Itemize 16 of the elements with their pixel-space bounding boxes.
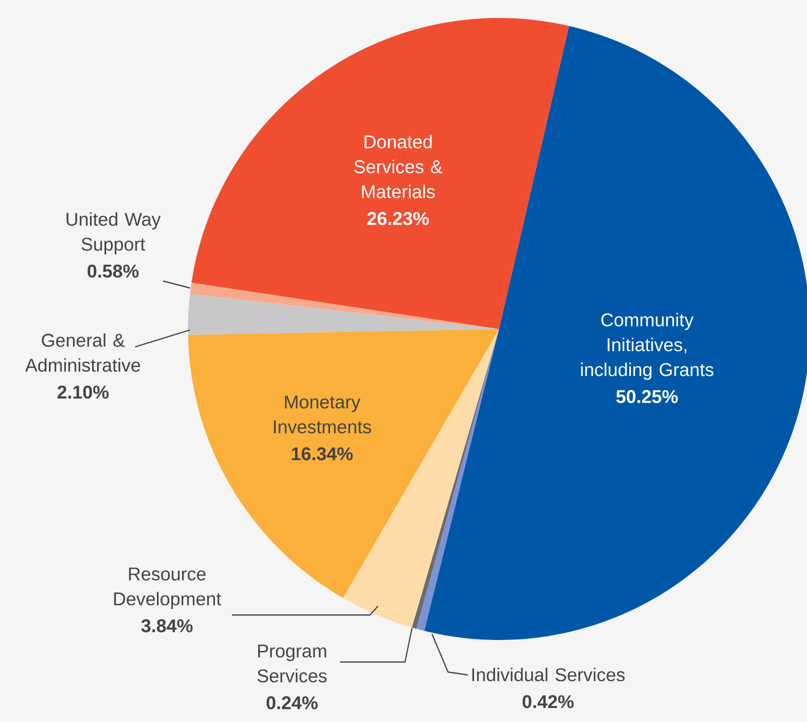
data-label: 2.10%: [58, 386, 109, 399]
slice-label: Resource Development: [114, 568, 222, 610]
data-label: 16.34%: [292, 447, 353, 460]
data-label: 0.24%: [266, 696, 318, 710]
data-label: 50.25%: [616, 390, 678, 404]
slice-label: General & Administrative: [25, 333, 140, 372]
slice-label: Community Initiatives, including Grants: [581, 312, 714, 380]
slice-label: Monetary Investments: [274, 396, 372, 434]
data-label: 0.58%: [88, 264, 139, 278]
slice-label: Individual Services: [472, 668, 625, 682]
slice-label: Program Services: [258, 644, 327, 682]
slice-label: Donated Services & Materials: [354, 134, 442, 198]
slice-label: United Way Support: [66, 212, 161, 254]
data-label: 26.23%: [367, 212, 429, 226]
data-label: 0.42%: [522, 695, 574, 708]
data-label: 3.84%: [141, 619, 193, 632]
